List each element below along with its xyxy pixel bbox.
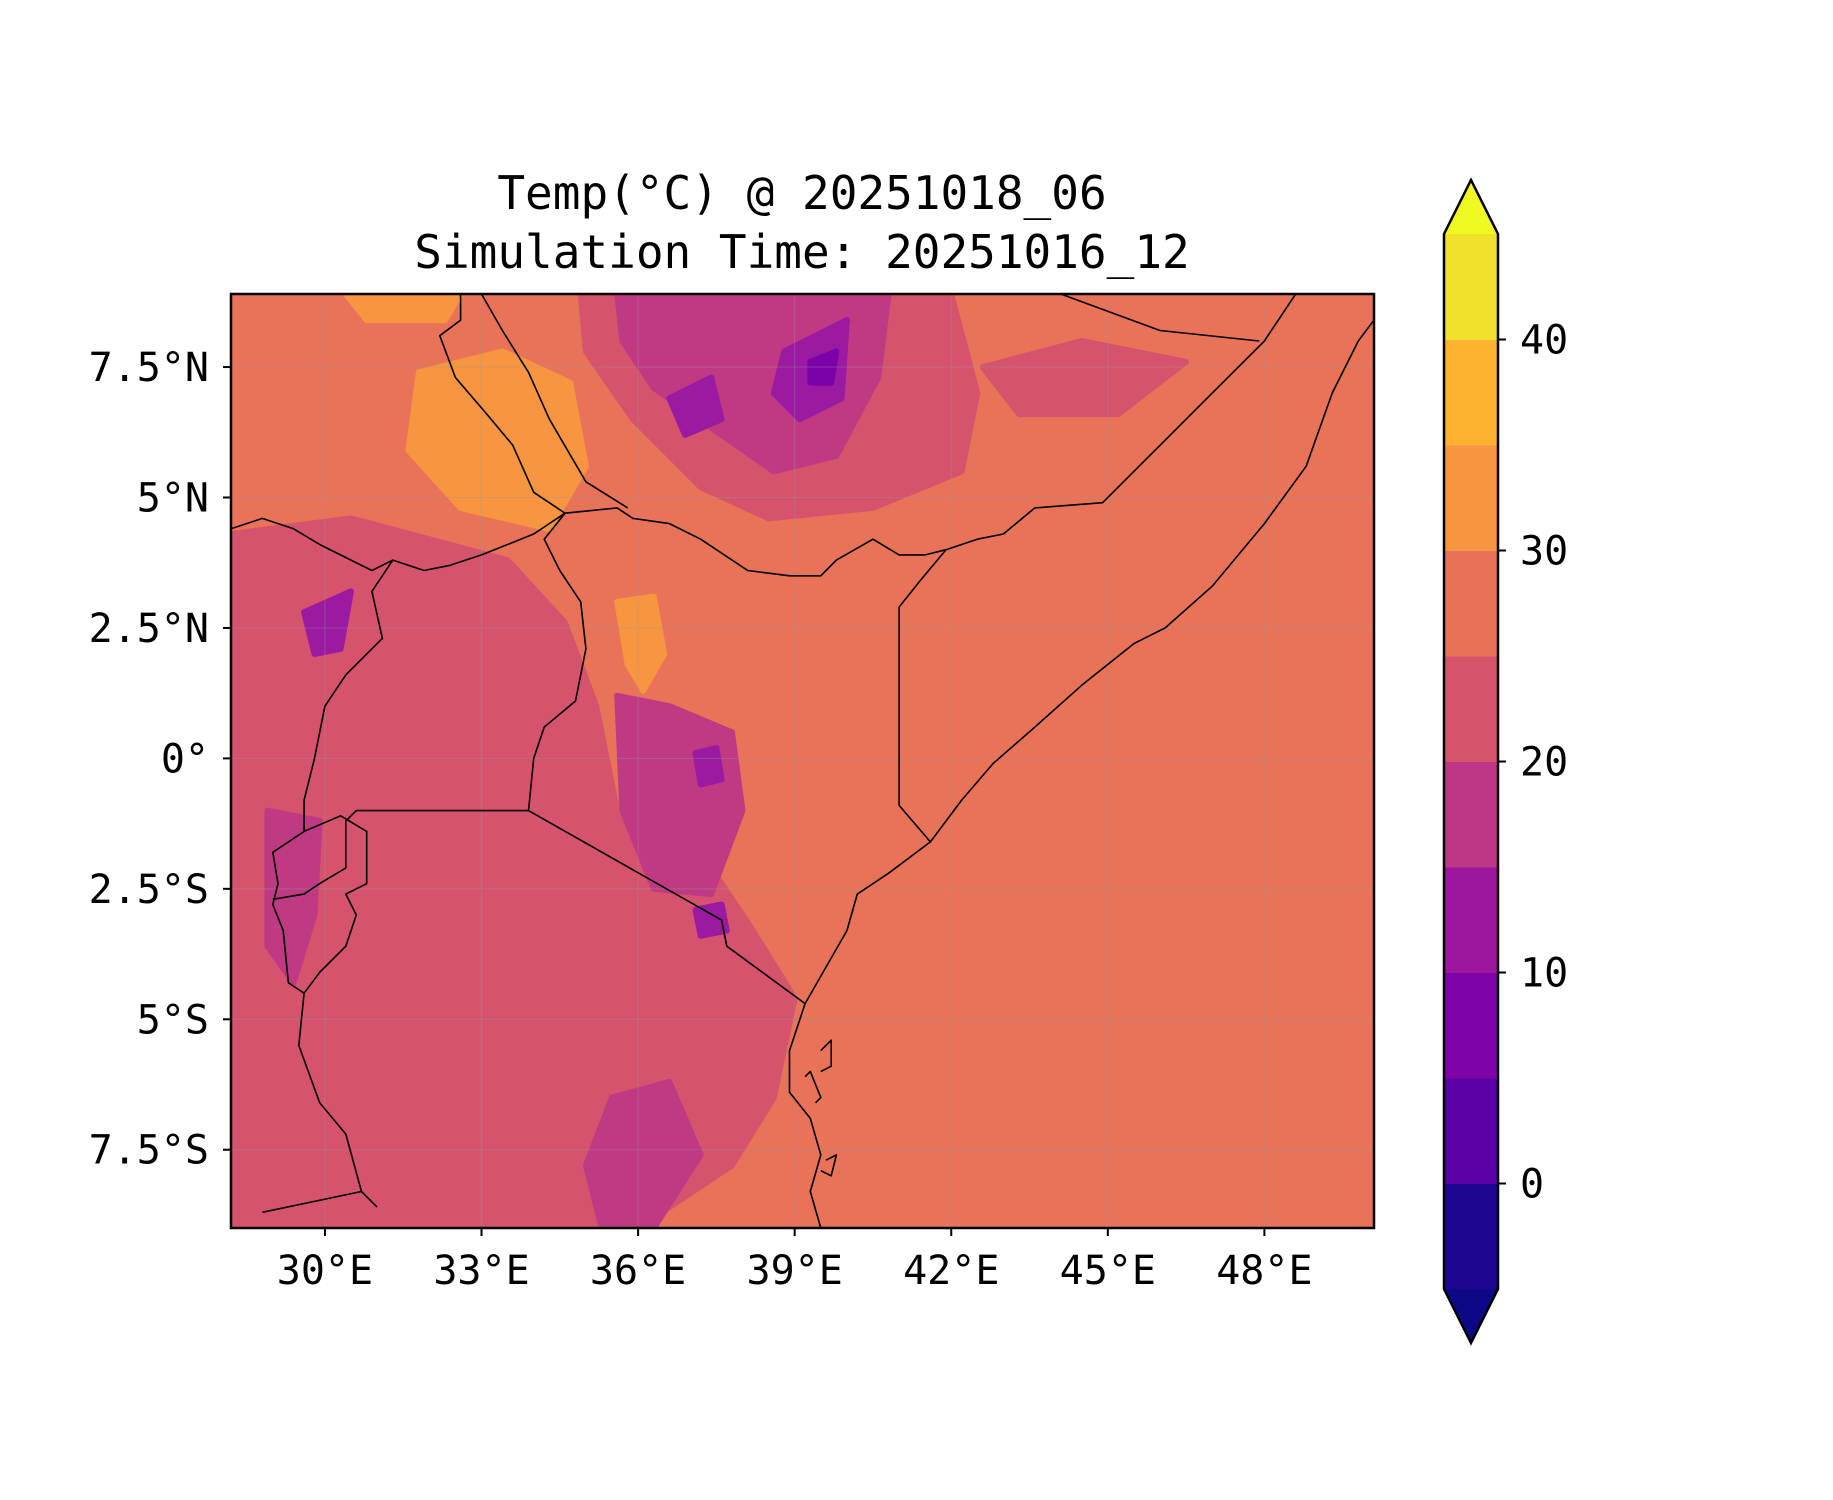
contour-ethiopian-peaks-2: [666, 374, 725, 438]
coastline: [788, 1003, 822, 1228]
national-border: [945, 294, 1297, 551]
coastline: [804, 319, 1374, 1004]
x-tick-label: 36°E: [590, 1248, 686, 1294]
map-title-line-1: Temp(°C) @ 20251018_06: [497, 166, 1106, 220]
contour-sudan-lowlands: [405, 348, 589, 532]
coastline: [804, 1070, 822, 1104]
y-tick-label: 2.5°S: [89, 867, 209, 913]
x-tick-label: 33°E: [433, 1248, 529, 1294]
gridlines: [231, 294, 1374, 1228]
y-tick-label: 5°N: [137, 475, 209, 521]
national-border: [272, 512, 587, 901]
colorbar-level: [1444, 761, 1498, 868]
colorbar: 0 10 20 30 40: [1442, 177, 1568, 1346]
national-border: [271, 559, 394, 1208]
x-tick-label: 39°E: [747, 1248, 843, 1294]
colorbar-tick-label: 30: [1520, 529, 1568, 575]
map-frame: [229, 292, 1376, 1230]
colorbar-level: [1444, 1183, 1498, 1290]
colorbar-over-arrow: [1444, 180, 1498, 234]
temperature-contours: [231, 294, 1190, 1228]
border-line: [438, 294, 566, 514]
coastline: [820, 1039, 833, 1073]
national-border: [1060, 294, 1260, 342]
colorbar-level: [1444, 550, 1498, 657]
colorbar-tick-label: 10: [1520, 951, 1568, 997]
y-tick-label: 5°S: [137, 997, 209, 1043]
colorbar-under-arrow: [1444, 1289, 1498, 1343]
colorbar-level: [1444, 867, 1498, 973]
y-tick-label: 0°: [161, 736, 209, 782]
colorbar-tick-label: 20: [1520, 740, 1568, 786]
y-tick-label: 7.5°S: [89, 1128, 209, 1174]
contour-kenya-highlands: [614, 692, 746, 898]
colorbar-tick-label: 0: [1520, 1162, 1544, 1208]
y-tick-label: 7.5°N: [89, 345, 209, 391]
contour-ethiopian-summit: [807, 348, 840, 386]
contour-north-strip: [342, 294, 464, 324]
x-tick-label: 42°E: [903, 1248, 999, 1294]
colorbar-level: [1444, 339, 1498, 446]
latitude-tick-labels: 7.5°N 5°N 2.5°N 0° 2.5°S 5°S 7.5°S: [89, 345, 231, 1174]
y-tick-label: 2.5°N: [89, 606, 209, 652]
border-line: [480, 294, 629, 509]
colorbar-level: [1444, 656, 1498, 762]
national-border: [528, 809, 806, 1005]
colorbar-level: [1444, 1078, 1498, 1184]
colorbar-level: [1444, 972, 1498, 1079]
contour-somali-highlands: [979, 338, 1190, 417]
x-tick-label: 48°E: [1216, 1248, 1312, 1294]
national-border: [262, 1190, 362, 1214]
boundary-lines: [231, 294, 1374, 1228]
x-tick-label: 45°E: [1060, 1248, 1156, 1294]
map-panel: [229, 292, 1376, 1230]
colorbar-level: [1444, 234, 1498, 340]
coastline: [820, 1154, 838, 1177]
contour-lake-turkana-basin: [614, 593, 668, 694]
map-title-line-2: Simulation Time: 20251016_12: [414, 225, 1189, 279]
contour-kenya-peak: [692, 745, 725, 788]
colorbar-outline: [1442, 177, 1500, 1346]
national-border: [898, 549, 947, 843]
contour-tanzania-south-highlands: [582, 1078, 704, 1228]
contour-kilimanjaro: [692, 901, 730, 939]
colorbar-tick-label: 40: [1520, 318, 1568, 364]
x-tick-label: 30°E: [277, 1248, 373, 1294]
colorbar-level: [1444, 445, 1498, 551]
national-border: [303, 814, 368, 994]
contour-rwenzori: [301, 588, 354, 657]
contour-lake-kivu-highlands: [264, 807, 323, 986]
longitude-tick-labels: 30°E 33°E 36°E 39°E 42°E 45°E 48°E: [277, 1228, 1313, 1294]
